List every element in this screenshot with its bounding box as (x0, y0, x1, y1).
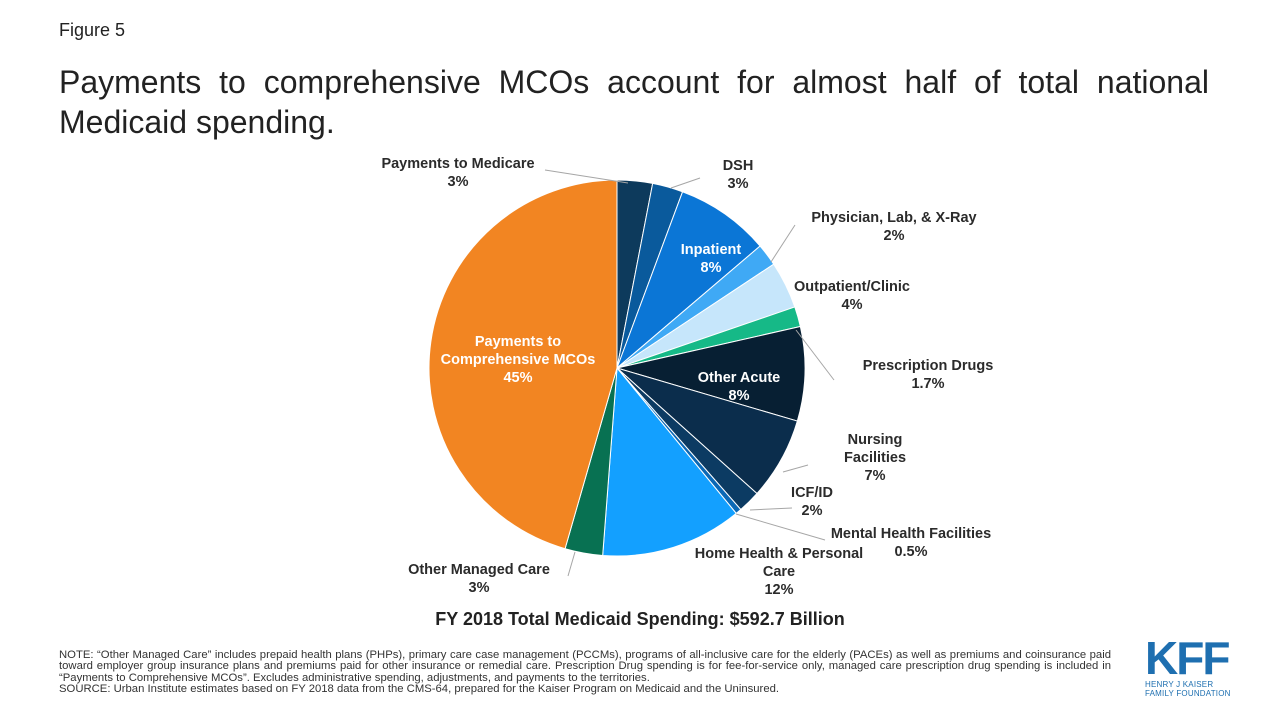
leader-line (544, 169, 629, 184)
slice-label: Outpatient/Clinic 4% (794, 279, 910, 313)
slice-label: Prescription Drugs 1.7% (863, 358, 994, 392)
logo-org-line1: HENRY J KAISER (1145, 680, 1214, 689)
leader-line (749, 507, 793, 511)
page-title: Payments to comprehensive MCOs account f… (59, 64, 1209, 140)
pie-slice-home-health-personal-care (602, 366, 737, 557)
source-text: SOURCE: Urban Institute estimates based … (59, 683, 780, 696)
leader-line (670, 177, 701, 189)
slice-label: Home Health & Personal Care 12% (695, 546, 863, 598)
leader-lines (544, 169, 835, 577)
slice-label: DSH 3% (723, 158, 754, 192)
leader-line (795, 329, 835, 381)
slice-label: Payments to Comprehensive MCOs 45% (441, 334, 596, 386)
slice-label: Other Acute 8% (698, 370, 780, 404)
footnotes: NOTE: “Other Managed Care” includes prep… (59, 649, 1111, 696)
slice-label: ICF/ID 2% (791, 485, 833, 519)
slice-label: Inpatient 8% (681, 242, 742, 276)
pie-slice-inpatient (615, 191, 761, 370)
chart-subtitle: FY 2018 Total Medicaid Spending: $592.7 … (435, 609, 845, 629)
figure-label: Figure 5 (59, 20, 126, 40)
leader-line (735, 513, 826, 541)
logo-org-line2: FAMILY FOUNDATION (1145, 689, 1231, 698)
slice-label: Nursing Facilities 7% (844, 432, 906, 484)
pie-chart: Payments to Medicare 3% DSH 3% Inpatient 8% Ph… (381, 156, 993, 598)
slice-labels: Payments to Medicare 3% DSH 3% Inpatient 8% Ph… (381, 156, 993, 598)
slice-label: Other Managed Care 3% (408, 562, 550, 596)
note-text: NOTE: “Other Managed Care” includes prep… (59, 649, 1111, 684)
logo-mark: KFF (1145, 632, 1230, 684)
leader-line (782, 464, 809, 473)
kff-logo: KFF HENRY J KAISER FAMILY FOUNDATION (1145, 632, 1237, 698)
slice-label: Payments to Medicare 3% (381, 156, 534, 190)
pie-slices (428, 179, 806, 557)
pie-slice-other-acute (615, 325, 806, 422)
slice-label: Physician, Lab, & X-Ray 2% (811, 210, 976, 244)
leader-line (770, 224, 796, 263)
leader-line (567, 551, 576, 577)
pie-slice-payments-to-comprehensive-mcos (428, 179, 618, 550)
slice-label: Mental Health Facilities 0.5% (831, 526, 991, 560)
